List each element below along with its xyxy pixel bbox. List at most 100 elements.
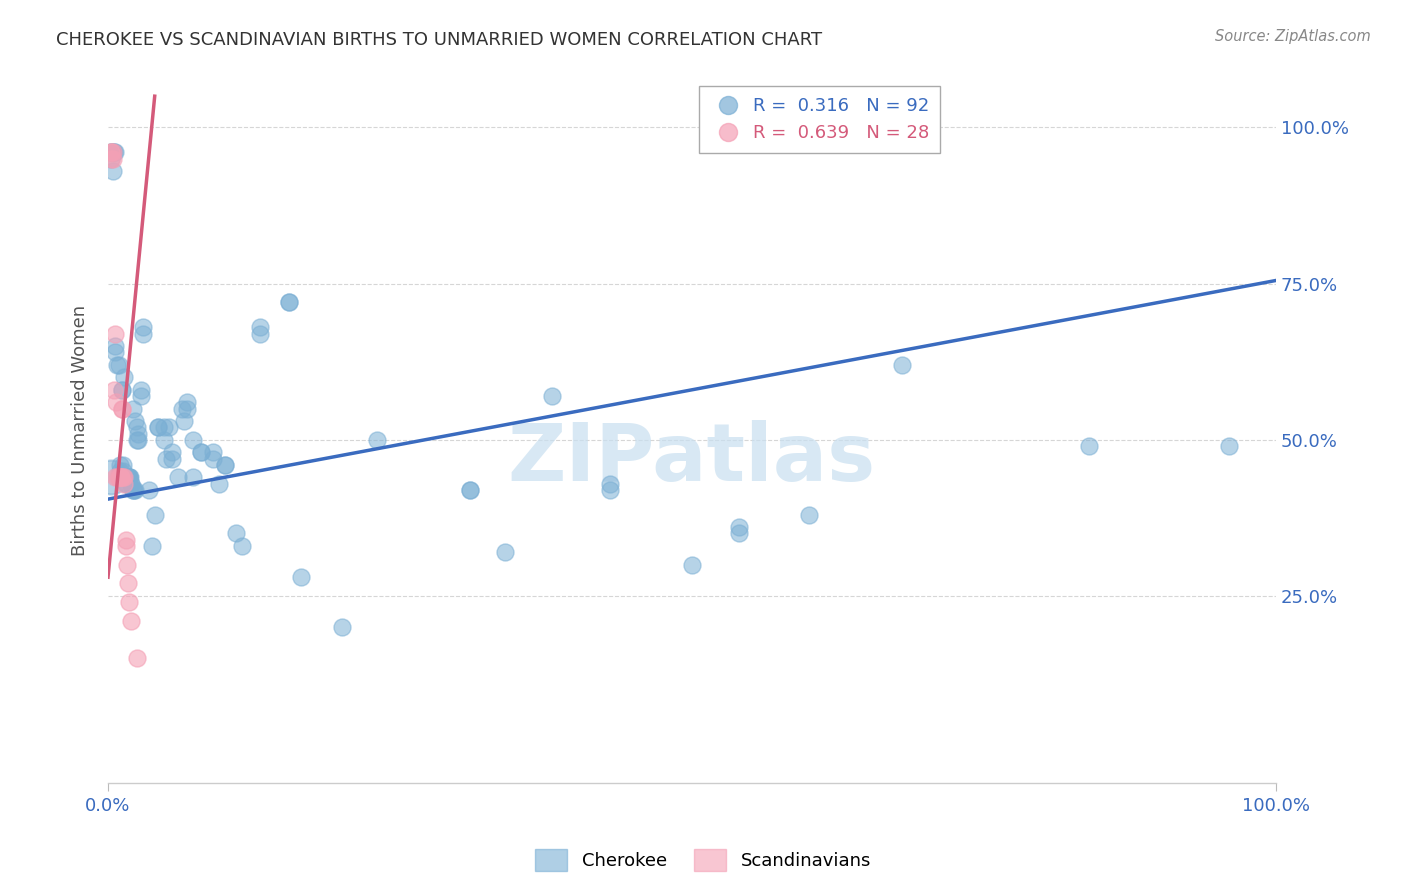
- Point: [121, 483, 143, 497]
- Point: [167, 470, 190, 484]
- Point: [101, 152, 124, 166]
- Point: [103, 383, 125, 397]
- Point: [107, 470, 129, 484]
- Point: [249, 326, 271, 341]
- Point: [118, 470, 141, 484]
- Point: [100, 152, 122, 166]
- Point: [231, 539, 253, 553]
- Point: [176, 395, 198, 409]
- Point: [124, 483, 146, 497]
- Point: [100, 152, 122, 166]
- Point: [115, 476, 138, 491]
- Point: [108, 458, 131, 472]
- Point: [891, 358, 914, 372]
- Point: [108, 464, 131, 478]
- Point: [122, 483, 145, 497]
- Point: [118, 595, 141, 609]
- Point: [249, 320, 271, 334]
- Point: [114, 533, 136, 547]
- Point: [100, 145, 122, 160]
- Point: [105, 358, 128, 372]
- Point: [111, 401, 134, 416]
- Point: [132, 326, 155, 341]
- Point: [202, 445, 225, 459]
- Point: [100, 470, 122, 484]
- Point: [278, 295, 301, 310]
- Point: [120, 614, 142, 628]
- Point: [157, 420, 180, 434]
- Point: [112, 470, 135, 484]
- Point: [681, 558, 703, 572]
- Point: [115, 558, 138, 572]
- Point: [797, 508, 820, 522]
- Point: [114, 476, 136, 491]
- Point: [112, 476, 135, 491]
- Point: [121, 483, 143, 497]
- Point: [153, 420, 176, 434]
- Point: [105, 395, 128, 409]
- Point: [115, 470, 138, 484]
- Point: [129, 383, 152, 397]
- Point: [112, 464, 135, 478]
- Point: [127, 420, 149, 434]
- Point: [111, 401, 134, 416]
- Point: [112, 458, 135, 472]
- Point: [110, 470, 132, 484]
- Point: [127, 426, 149, 441]
- Point: [160, 445, 183, 459]
- Point: [599, 483, 621, 497]
- Point: [104, 345, 127, 359]
- Point: [100, 145, 122, 160]
- Point: [727, 526, 749, 541]
- Point: [170, 401, 193, 416]
- Point: [458, 483, 481, 497]
- Point: [120, 476, 142, 491]
- Point: [127, 651, 149, 665]
- Point: [129, 389, 152, 403]
- Point: [112, 470, 135, 484]
- Point: [153, 433, 176, 447]
- Point: [176, 401, 198, 416]
- Point: [111, 383, 134, 397]
- Point: [190, 445, 212, 459]
- Legend: Cherokee, Scandinavians: Cherokee, Scandinavians: [527, 842, 879, 879]
- Text: Source: ZipAtlas.com: Source: ZipAtlas.com: [1215, 29, 1371, 44]
- Y-axis label: Births to Unmarried Women: Births to Unmarried Women: [72, 305, 89, 556]
- Point: [540, 389, 562, 403]
- Point: [138, 483, 160, 497]
- Point: [121, 401, 143, 416]
- Point: [110, 470, 132, 484]
- Point: [114, 470, 136, 484]
- Point: [100, 145, 122, 160]
- Point: [117, 470, 139, 484]
- Point: [127, 433, 149, 447]
- Point: [105, 470, 128, 484]
- Point: [148, 420, 170, 434]
- Point: [117, 576, 139, 591]
- Point: [494, 545, 516, 559]
- Point: [108, 470, 131, 484]
- Point: [141, 539, 163, 553]
- Point: [599, 476, 621, 491]
- Point: [202, 451, 225, 466]
- Legend: R =  0.316   N = 92, R =  0.639   N = 28: R = 0.316 N = 92, R = 0.639 N = 28: [699, 87, 939, 153]
- Point: [458, 483, 481, 497]
- Point: [225, 526, 247, 541]
- Point: [124, 414, 146, 428]
- Point: [143, 508, 166, 522]
- Point: [101, 145, 124, 160]
- Point: [101, 164, 124, 178]
- Point: [108, 470, 131, 484]
- Point: [155, 451, 177, 466]
- Point: [208, 476, 231, 491]
- Point: [330, 620, 353, 634]
- Point: [1218, 439, 1240, 453]
- Point: [111, 383, 134, 397]
- Point: [118, 470, 141, 484]
- Point: [107, 358, 129, 372]
- Point: [173, 414, 195, 428]
- Point: [101, 145, 124, 160]
- Point: [120, 476, 142, 491]
- Point: [107, 470, 129, 484]
- Point: [117, 470, 139, 484]
